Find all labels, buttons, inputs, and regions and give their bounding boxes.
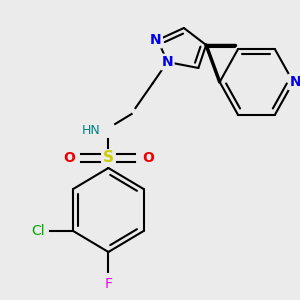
Text: F: F (104, 277, 112, 291)
Text: O: O (142, 151, 154, 165)
Text: HN: HN (82, 124, 100, 136)
Text: S: S (103, 151, 114, 166)
Text: Cl: Cl (32, 224, 45, 238)
Text: O: O (63, 151, 75, 165)
Text: N: N (162, 55, 173, 69)
Text: N: N (289, 75, 300, 89)
Text: N: N (150, 33, 162, 47)
